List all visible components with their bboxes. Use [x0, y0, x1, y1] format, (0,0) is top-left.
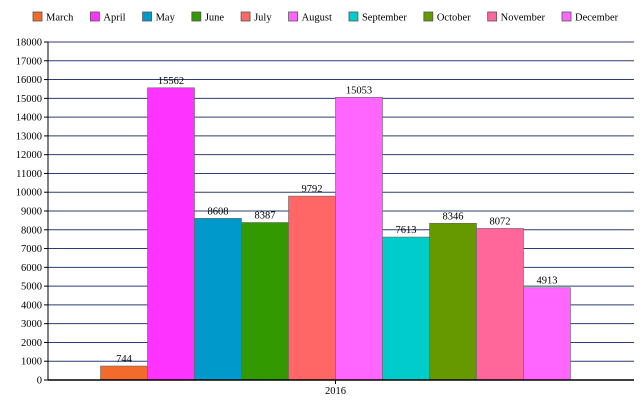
legend-label: April [103, 13, 125, 24]
data-label: 8346 [443, 211, 464, 222]
y-tick-label: 1000 [21, 357, 42, 368]
bar-december [523, 287, 571, 381]
legend-item: April [90, 11, 126, 24]
data-label: 744 [116, 354, 133, 365]
y-tick-label: 2000 [21, 338, 42, 349]
legend-item: September [348, 11, 407, 24]
data-label: 7613 [396, 225, 417, 236]
data-label: 4913 [537, 276, 558, 287]
bar-october [429, 222, 477, 381]
y-tick-label: 16000 [16, 75, 42, 86]
legend-label: October [437, 13, 471, 24]
y-axis: 0 1000 2000 3000 4000 5000 6000 7000 8000 9000 100… [16, 38, 49, 387]
legend-item: November [487, 11, 546, 24]
legend-swatch [348, 11, 359, 22]
data-label: 15562 [158, 76, 184, 87]
legend-swatch [561, 11, 572, 22]
legend-swatch [288, 11, 298, 22]
legend-item: June [191, 11, 225, 24]
legend-label: May [156, 13, 176, 24]
legend-swatch [142, 11, 152, 22]
legend-item: December [561, 11, 619, 24]
legend-label: September [362, 13, 407, 24]
y-tick-label: 5000 [21, 282, 42, 293]
y-tick-label: 15000 [16, 94, 42, 105]
data-label: 15053 [346, 85, 372, 96]
y-tick-label: 18000 [16, 38, 42, 49]
data-label: 8387 [255, 211, 276, 222]
bar-march [100, 365, 148, 381]
legend-label: June [205, 13, 225, 24]
data-label: 9792 [302, 184, 323, 195]
legend-swatch [90, 11, 100, 22]
legend-label: July [254, 13, 272, 24]
legend-label: August [302, 13, 332, 24]
y-tick-label: 3000 [21, 319, 42, 330]
bar-november [476, 228, 524, 381]
legend-item: October [423, 11, 471, 24]
data-label: 8072 [490, 216, 511, 227]
y-tick-label: 14000 [16, 113, 42, 124]
legend: March April May June July August September Octo… [32, 11, 619, 24]
y-tick-label: 6000 [21, 263, 42, 274]
legend-swatch [423, 11, 434, 22]
y-tick-label: 8000 [21, 225, 42, 236]
bar-april [147, 87, 195, 381]
x-axis: 2016 [48, 379, 634, 397]
legend-item: March [32, 11, 74, 24]
x-tick-label: 2016 [325, 386, 346, 397]
y-tick-label: 13000 [16, 131, 42, 142]
y-tick-label: 10000 [16, 188, 42, 199]
y-tick-label: 4000 [21, 300, 42, 311]
y-tick-label: 12000 [16, 150, 42, 161]
legend-swatch [32, 11, 43, 22]
bar-june [241, 222, 289, 381]
legend-swatch [191, 11, 202, 22]
data-label: 8608 [208, 206, 229, 217]
legend-item: May [142, 11, 176, 24]
y-tick-label: 9000 [21, 207, 42, 218]
legend-swatch [240, 11, 251, 22]
legend-label: March [46, 13, 74, 24]
legend-item: August [288, 11, 332, 24]
bars: 744 15562 8608 8387 9792 15053 7613 8346 8072 491… [100, 76, 571, 381]
y-tick-label: 0 [37, 376, 42, 387]
bar-august [335, 97, 383, 381]
y-tick-label: 7000 [21, 244, 42, 255]
y-tick-label: 11000 [16, 169, 42, 180]
y-tick-label: 17000 [16, 56, 42, 67]
legend-label: December [575, 13, 619, 24]
legend-item: July [240, 11, 272, 24]
bar-july [288, 195, 336, 381]
bar-may [194, 218, 242, 381]
legend-swatch [487, 11, 498, 22]
bar-september [382, 236, 430, 381]
legend-label: November [501, 13, 546, 24]
